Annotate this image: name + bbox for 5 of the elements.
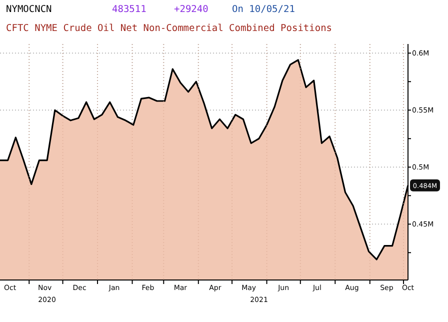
text: 483511 [112, 4, 147, 15]
text: +29240 [174, 4, 209, 15]
text: NYMOCNCN [6, 4, 52, 15]
chart-title: CFTC NYME Crude Oil Net Non-Commercial Combined Positions [6, 23, 332, 34]
text: On 10/05/21 [232, 4, 296, 15]
